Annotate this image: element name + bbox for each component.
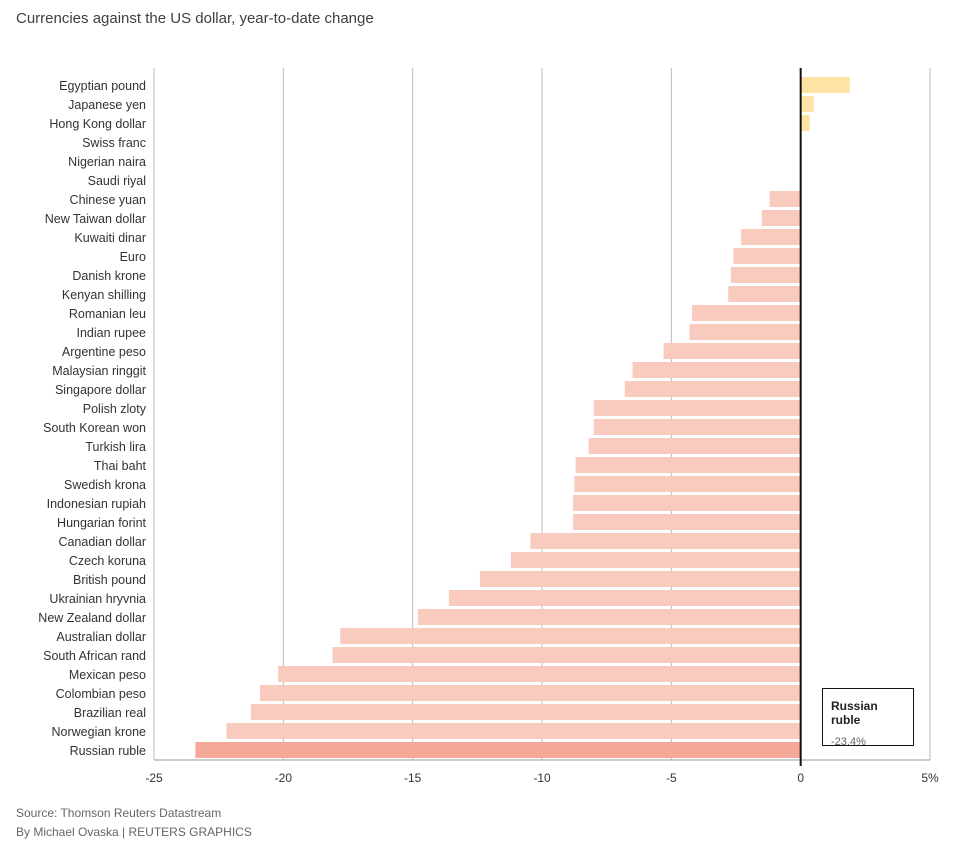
bar xyxy=(800,77,850,93)
bar xyxy=(278,666,801,682)
category-label: Malaysian ringgit xyxy=(52,364,146,378)
bar xyxy=(593,419,801,435)
bar xyxy=(733,248,801,264)
bar xyxy=(800,96,814,112)
bar xyxy=(588,438,801,454)
bar xyxy=(574,476,801,492)
bar xyxy=(479,571,801,587)
category-label: British pound xyxy=(73,573,146,587)
bar xyxy=(573,495,801,511)
category-label: Indian rupee xyxy=(76,326,146,340)
tooltip: Russian ruble -23.4% xyxy=(822,688,914,748)
category-label: South Korean won xyxy=(43,421,146,435)
credit-note: By Michael Ovaska | REUTERS GRAPHICS xyxy=(16,825,252,839)
bar xyxy=(251,704,801,720)
x-tick-label: 5% xyxy=(921,771,939,785)
category-label: South African rand xyxy=(43,649,146,663)
category-label: Hong Kong dollar xyxy=(49,117,146,131)
category-label: Danish krone xyxy=(72,269,146,283)
category-label: Indonesian rupiah xyxy=(47,497,146,511)
category-label: Euro xyxy=(120,250,146,264)
bar xyxy=(632,362,801,378)
bar xyxy=(260,685,801,701)
bar xyxy=(593,400,801,416)
category-label: Canadian dollar xyxy=(58,535,146,549)
category-label: Kuwaiti dinar xyxy=(74,231,146,245)
bar xyxy=(692,305,801,321)
bar xyxy=(226,723,801,739)
category-label: Singapore dollar xyxy=(55,383,146,397)
x-tick-label: -15 xyxy=(404,771,422,785)
bar xyxy=(800,115,810,131)
bar xyxy=(417,609,801,625)
category-label: Saudi riyal xyxy=(88,174,146,188)
bar xyxy=(530,533,801,549)
bar xyxy=(769,191,801,207)
x-tick-label: -25 xyxy=(145,771,163,785)
category-label: Japanese yen xyxy=(68,98,146,112)
category-label: Colombian peso xyxy=(56,687,146,701)
category-label: Swiss franc xyxy=(82,136,146,150)
source-note: Source: Thomson Reuters Datastream xyxy=(16,806,222,820)
bar xyxy=(195,742,801,758)
bar xyxy=(448,590,801,606)
category-label: Russian ruble xyxy=(70,744,146,758)
category-label: Czech koruna xyxy=(69,554,146,568)
category-label: Thai baht xyxy=(94,459,147,473)
category-label: Kenyan shilling xyxy=(62,288,146,302)
category-label: Romanian leu xyxy=(69,307,146,321)
x-tick-label: -5 xyxy=(666,771,677,785)
x-tick-label: -20 xyxy=(275,771,293,785)
category-label: Turkish lira xyxy=(85,440,146,454)
bar xyxy=(624,381,801,397)
category-label: Nigerian naira xyxy=(68,155,146,169)
category-label: Australian dollar xyxy=(56,630,146,644)
bar xyxy=(689,324,801,340)
category-label: Brazilian real xyxy=(74,706,146,720)
bar xyxy=(340,628,801,644)
category-label: Argentine peso xyxy=(62,345,146,359)
chart-title: Currencies against the US dollar, year-t… xyxy=(16,10,374,27)
category-label: Swedish krona xyxy=(64,478,146,492)
category-label: Egyptian pound xyxy=(59,79,146,93)
bar xyxy=(728,286,801,302)
tooltip-value: -23.4% xyxy=(831,736,866,748)
category-label: New Taiwan dollar xyxy=(45,212,146,226)
tooltip-name: Russian ruble xyxy=(831,699,878,727)
category-label: Norwegian krone xyxy=(52,725,147,739)
category-label: Mexican peso xyxy=(69,668,146,682)
bar xyxy=(573,514,801,530)
category-label: Chinese yuan xyxy=(70,193,146,207)
x-tick-label: 0 xyxy=(797,771,804,785)
category-label: Polish zloty xyxy=(83,402,147,416)
bar xyxy=(741,229,801,245)
bar xyxy=(510,552,801,568)
bar xyxy=(575,457,801,473)
category-label: Hungarian forint xyxy=(57,516,146,530)
bar xyxy=(761,210,801,226)
bar xyxy=(332,647,801,663)
category-label: New Zealand dollar xyxy=(38,611,146,625)
x-tick-label: -10 xyxy=(533,771,551,785)
category-label: Ukrainian hryvnia xyxy=(49,592,146,606)
bar xyxy=(730,267,801,283)
bar xyxy=(663,343,801,359)
